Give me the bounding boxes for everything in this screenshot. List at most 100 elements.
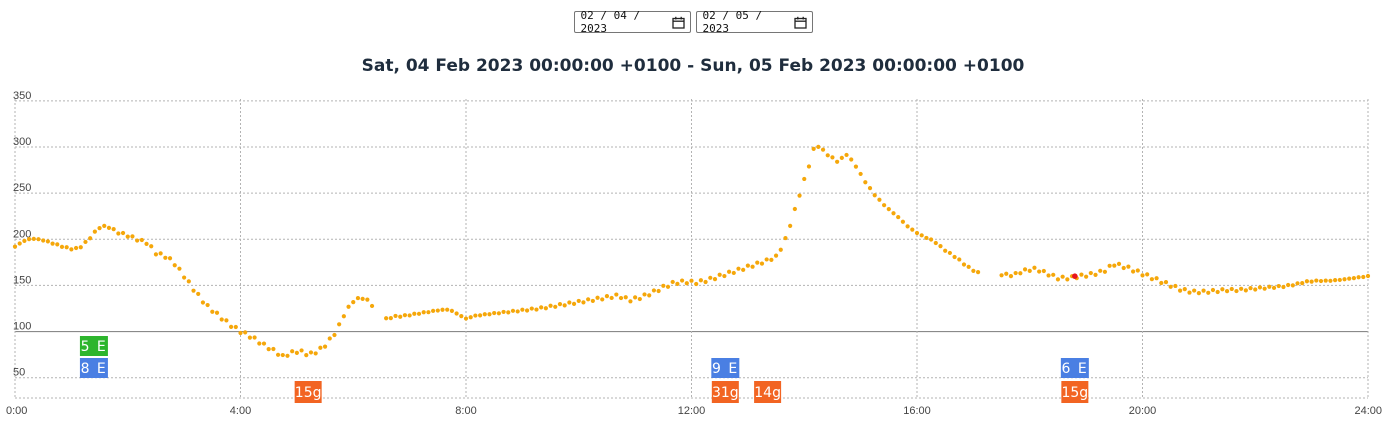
glucose-point (806, 164, 812, 169)
glucose-point (675, 281, 680, 286)
glucose-point (1290, 283, 1295, 288)
insulin-marker: 5 E (79, 336, 108, 356)
glucose-point (332, 332, 337, 338)
glucose-point (656, 288, 661, 294)
glucose-point (586, 297, 591, 302)
glucose-point (506, 310, 511, 315)
glucose-point (961, 262, 967, 267)
glucose-point (186, 279, 191, 284)
glucose-point (36, 237, 41, 242)
glucose-point (680, 278, 685, 283)
glucose-point (384, 316, 389, 321)
glucose-point (1145, 272, 1150, 277)
glucose-point (1239, 286, 1244, 291)
glucose-point (182, 275, 187, 280)
glucose-point (694, 281, 699, 287)
glucose-point (252, 335, 257, 340)
glucose-point (1135, 268, 1140, 273)
glucose-point (398, 314, 403, 319)
glucose-point (1168, 284, 1173, 289)
glucose-point (346, 304, 351, 309)
glucose-point (581, 300, 586, 305)
glucose-point (1243, 288, 1248, 293)
glucose-point (661, 283, 666, 288)
glucose-point (858, 171, 863, 177)
calendar-icon[interactable] (671, 16, 685, 29)
glucose-point (1088, 270, 1093, 276)
carbs-marker: 14g (754, 381, 782, 403)
y-tick-label: 100 (13, 321, 31, 333)
glucose-point (1271, 285, 1277, 290)
glucose-point (534, 307, 539, 312)
x-tick-label: 4:00 (230, 405, 251, 417)
glucose-point (802, 176, 807, 182)
glucose-point (905, 224, 910, 229)
glucose-point (1196, 291, 1201, 296)
glucose-point (1037, 269, 1042, 274)
glucose-point (440, 307, 445, 312)
glucose-point (562, 303, 567, 308)
glucose-point (759, 261, 765, 266)
carbs-label: 31g (712, 385, 739, 401)
glucose-point (938, 244, 943, 249)
carbs-label: 15g (1061, 385, 1088, 401)
glucose-point (914, 230, 920, 236)
glucose-point (595, 295, 600, 300)
glucose-point (853, 164, 859, 169)
glucose-point (26, 237, 32, 242)
glucose-point (510, 308, 516, 313)
glucose-point (1098, 268, 1103, 273)
glucose-point (712, 277, 718, 282)
glucose-point (1309, 279, 1314, 284)
glucose-point (1206, 290, 1211, 295)
glucose-point (1182, 287, 1187, 292)
glucose-point (1192, 288, 1197, 293)
glucose-point (144, 241, 149, 246)
glucose-point (196, 291, 201, 297)
glucose-point (1154, 276, 1159, 281)
glucose-point (924, 235, 929, 241)
start-date-input[interactable]: 02 / 04 / 2023 (573, 9, 691, 35)
glucose-point (116, 231, 121, 236)
glucose-point (327, 336, 332, 341)
glucose-point (1210, 287, 1216, 293)
glucose-point (1051, 272, 1056, 277)
glucose-point (928, 237, 934, 242)
glucose-point (778, 247, 783, 252)
glucose-point (402, 313, 408, 318)
calendar-icon[interactable] (793, 16, 807, 29)
glucose-point (571, 301, 577, 306)
end-date-input[interactable]: 02 / 05 / 2023 (695, 9, 813, 35)
glucose-point (567, 300, 572, 305)
glucose-point (294, 350, 299, 355)
glucose-point (520, 307, 525, 312)
glucose-point (407, 313, 412, 318)
glucose-point (219, 317, 224, 322)
glucose-point (642, 292, 647, 297)
glucose-point (623, 295, 628, 300)
carbs-badge (294, 381, 322, 403)
glucose-point (426, 310, 431, 315)
glucose-point (1248, 286, 1253, 291)
glucose-point (285, 353, 290, 358)
glucose-point (477, 313, 483, 318)
glucose-point (205, 302, 210, 308)
glucose-point (1022, 267, 1028, 272)
glucose-point (633, 295, 638, 300)
glucose-point (1318, 278, 1324, 284)
carbs-badge (754, 381, 782, 403)
glucose-point (647, 293, 652, 298)
insulin-label: 8 E (81, 361, 108, 377)
y-tick-label: 150 (13, 274, 31, 286)
glucose-point (247, 335, 252, 340)
insulin-marker: 8 E (79, 358, 108, 378)
glucose-point (628, 299, 633, 304)
glucose-point (872, 193, 877, 198)
glucose-point (431, 308, 436, 313)
glucose-point (1234, 288, 1239, 294)
glucose-point (17, 241, 22, 246)
carbs-marker: 15g (1061, 381, 1089, 403)
glucose-point (59, 244, 65, 249)
glucose-point (684, 281, 689, 286)
glucose-points (12, 144, 1371, 358)
